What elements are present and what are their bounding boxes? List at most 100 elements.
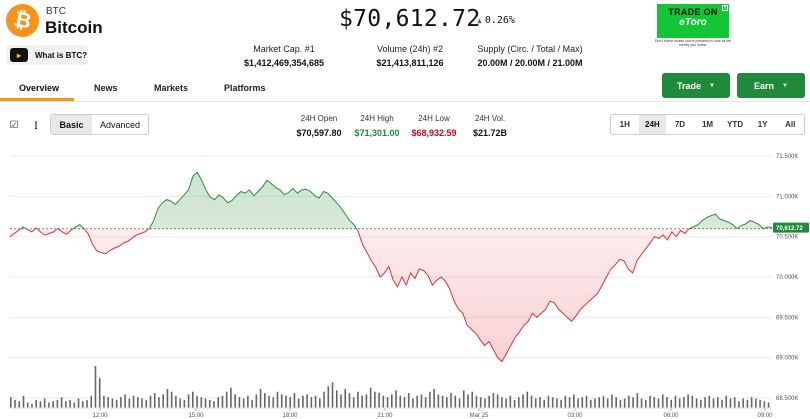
volume-bar [297,398,300,408]
etoro-ad[interactable]: x TRADE ON eToro [657,4,729,38]
volume-bar [581,397,584,408]
volume-bar [619,399,622,408]
earn-label: Earn [754,80,775,91]
volume-bar [755,398,757,408]
volume-bar [666,397,668,408]
ohl-value: $68,932.59 [411,128,457,138]
coin-name: Bitcoin [45,18,103,37]
y-tick-label: 71.500K [776,154,798,160]
volume-bar [251,399,253,408]
volume-bar [225,391,228,408]
volume-bar [293,393,296,408]
range-1y[interactable]: 1Y [757,120,768,129]
volume-bar [149,395,152,408]
volume-bar [352,397,355,408]
x-tick-label: 12:00 [92,413,108,419]
volume-bar [357,391,359,408]
volume-bar [111,398,114,408]
x-tick-label: 06:00 [663,413,679,419]
trade-button[interactable]: Trade ▼ [662,73,730,98]
high-stat: 24H High $71,301.00 [350,114,404,138]
range-24h[interactable]: 24H [638,115,667,134]
price-area-down [10,228,772,362]
chart-checkbox-icon[interactable]: ☑ [9,119,19,131]
stat-label: Supply (Circ. / Total / Max) [477,44,583,54]
volume-bar [234,394,236,408]
earn-button[interactable]: Earn ▼ [737,73,805,98]
x-tick-label: 21:00 [377,413,393,419]
x-tick-label: 18:00 [282,413,298,419]
volume-bar [407,393,410,408]
tab-platforms[interactable]: Platforms [224,83,266,93]
volume-bar [259,389,262,408]
range-7d[interactable]: 7D [674,120,686,129]
bitcoin-logo-glyph: ₿ [11,6,34,34]
y-tick-label: 70.000K [776,275,798,281]
price-change: ▲ 0.26% [477,15,515,26]
stat-value: $21,413,811,126 [376,58,444,68]
volume-bar [238,397,241,408]
range-ytd[interactable]: YTD [727,120,744,129]
up-arrow-icon: ▲ [477,16,482,25]
volume-bar [733,397,736,408]
ad-close-icon[interactable]: x [722,5,728,11]
volume-bar [674,395,677,408]
advanced-mode-button[interactable]: Advanced [99,119,141,130]
range-1h[interactable]: 1H [619,120,630,129]
stat-value: 20.00M / 20.00M / 21.00M [477,58,583,68]
volume-bar [391,394,393,408]
volume-bar [585,395,588,408]
volume-bar [369,387,372,408]
ohl-value: $71,301.00 [354,128,400,138]
chart-mode-toggle: Basic Advanced [50,114,149,135]
volume-bar [374,391,376,408]
volume-bar [488,395,490,408]
volume-bar [767,402,770,408]
what-is-label: What is BTC? [35,50,87,60]
coin-symbol: BTC [46,6,66,17]
volume-stat: Volume (24h) #2 $21,413,811,126 [368,44,452,68]
volume-bar [323,391,325,408]
volume-bar [327,386,330,408]
volume-bar [162,394,164,408]
last-price-badge [773,222,809,233]
volume-bar [657,398,660,408]
volume-bar [484,398,486,408]
candlestick-icon[interactable]: ⫾ [34,119,38,131]
volume-bar [429,391,431,408]
supply-stat: Supply (Circ. / Total / Max) 20.00M / 20… [470,44,590,68]
tab-overview[interactable]: Overview [19,83,60,93]
ohl-label: 24H Vol. [474,114,506,123]
range-all[interactable]: All [785,120,796,129]
trade-label: Trade [677,80,702,91]
volume-bar [81,401,84,408]
volume-bar [14,399,16,408]
what-is-button[interactable]: ▸ What is BTC? [6,45,88,65]
last-price-label: 70,612.72 [776,226,803,232]
tab-news[interactable]: News [94,83,118,93]
tab-markets[interactable]: Markets [154,83,189,93]
volume-bar [170,391,173,408]
x-tick-label: Mar 25 [470,413,489,419]
volume-bar [94,366,97,408]
volume-bar [695,398,698,408]
y-tick-label: 69.000K [776,356,798,362]
volume-bar [268,395,270,408]
volume-bar [73,402,76,408]
volume-bar [534,398,537,408]
volume-bar [505,398,507,408]
chevron-down-icon: ▼ [782,82,788,89]
volume-bar [361,395,363,408]
volume-bar [450,393,452,408]
basic-mode-button[interactable]: Basic [51,115,92,134]
current-price: $70,612.72 [339,6,481,32]
bitcoin-logo: ₿ [6,4,39,37]
volume-bar [543,399,545,408]
volume-bar [479,397,482,408]
price-chart[interactable]: 71.500K 71.000K 70.500K 70.000K 69.500K 69.00… [0,140,810,419]
volume-bar [433,389,435,408]
volume-bar [310,397,313,408]
volume-bar [344,389,347,408]
volume-bar [22,395,25,408]
range-1m[interactable]: 1M [701,120,714,129]
